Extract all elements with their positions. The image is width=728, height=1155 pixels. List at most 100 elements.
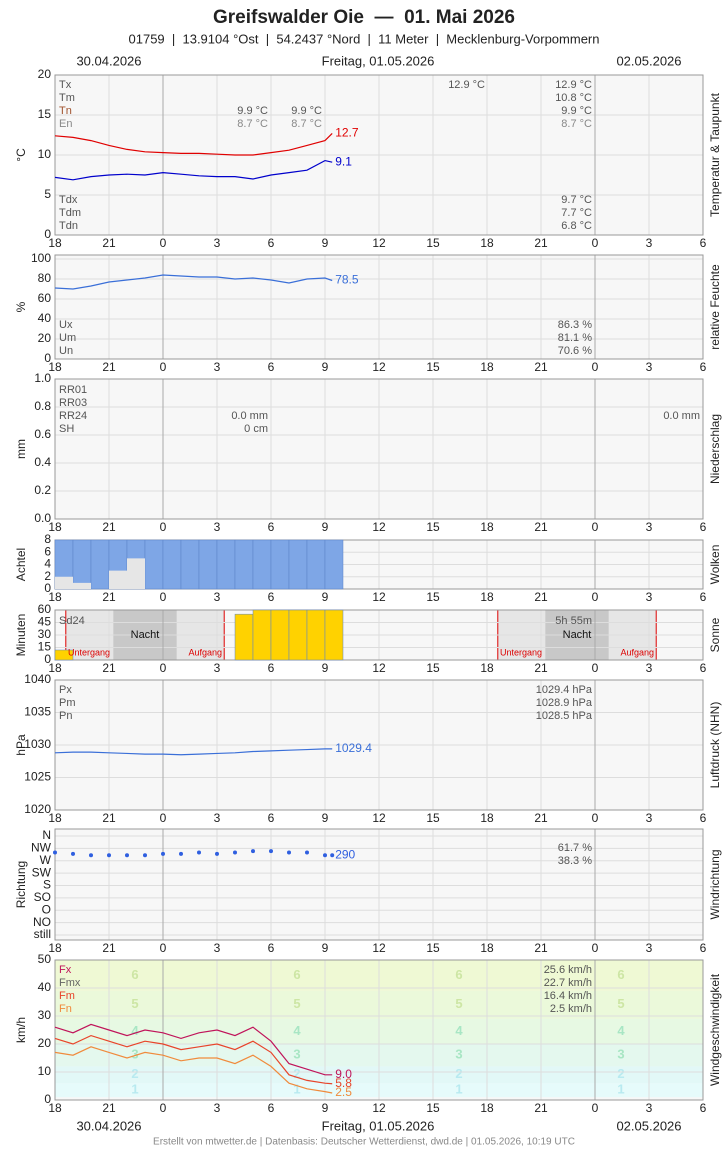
beaufort-label: 3 bbox=[455, 1047, 462, 1062]
x-tick-label: 0 bbox=[160, 590, 167, 604]
note: RR01 bbox=[59, 384, 87, 396]
note: Tdx bbox=[59, 194, 78, 206]
beaufort-label: 3 bbox=[293, 1047, 300, 1062]
point bbox=[269, 849, 273, 854]
note: Fmx bbox=[59, 977, 81, 989]
note: Um bbox=[59, 332, 76, 344]
y-tick-label: 0 bbox=[44, 1092, 51, 1106]
x-tick-label: 15 bbox=[426, 236, 440, 250]
note: Un bbox=[59, 345, 73, 357]
y-tick-label: 6 bbox=[44, 544, 51, 558]
y-tick-label: 15 bbox=[38, 640, 52, 654]
x-tick-label: 6 bbox=[700, 590, 707, 604]
plot-frame bbox=[54, 828, 704, 941]
note: 10.8 °C bbox=[555, 92, 592, 104]
x-tick-label: 12 bbox=[372, 811, 386, 825]
date: 30.04.2026 bbox=[76, 53, 141, 68]
x-tick-label: 3 bbox=[214, 941, 221, 955]
x-tick-label: 9 bbox=[322, 811, 329, 825]
note: 1028.5 hPa bbox=[536, 710, 593, 722]
note: Aufgang bbox=[188, 647, 222, 657]
x-tick-label: 9 bbox=[322, 941, 329, 955]
y-axis-label: % bbox=[14, 301, 28, 312]
plot-frame bbox=[54, 609, 704, 661]
x-tick-label: 6 bbox=[268, 590, 275, 604]
x-tick-label: 3 bbox=[646, 811, 653, 825]
y-tick-label: NO bbox=[33, 915, 51, 929]
side-label: Niederschlag bbox=[708, 414, 722, 484]
x-tick-label: 21 bbox=[534, 360, 548, 374]
x-tick-label: 6 bbox=[700, 360, 707, 374]
x-tick-label: 21 bbox=[534, 811, 548, 825]
x-tick-label: 6 bbox=[268, 236, 275, 250]
y-tick-label: 5 bbox=[44, 187, 51, 201]
value-label: 5.8 bbox=[335, 1076, 352, 1090]
bar bbox=[324, 539, 344, 590]
x-tick-label: 18 bbox=[48, 360, 62, 374]
y-tick-label: 10 bbox=[38, 1064, 52, 1078]
line bbox=[54, 1034, 333, 1085]
point bbox=[215, 851, 219, 856]
note: 9.7 °C bbox=[561, 194, 592, 206]
y-tick-label: O bbox=[42, 902, 51, 916]
x-tick-label: 0 bbox=[592, 360, 599, 374]
x-tick-label: 21 bbox=[534, 520, 548, 534]
bar bbox=[144, 539, 164, 590]
bar bbox=[288, 539, 308, 590]
x-tick-label: 0 bbox=[160, 236, 167, 250]
note: 16.4 km/h bbox=[544, 990, 592, 1002]
bar bbox=[216, 539, 236, 590]
y-tick-label: 4 bbox=[44, 557, 51, 571]
y-tick-label: 1025 bbox=[24, 770, 51, 784]
y-tick-label: 80 bbox=[38, 271, 52, 285]
y-tick-label: 20 bbox=[38, 331, 52, 345]
beaufort-label: 2 bbox=[617, 1066, 624, 1081]
y-tick-label: 10 bbox=[38, 147, 52, 161]
beaufort-label: 6 bbox=[617, 967, 624, 982]
note: Px bbox=[59, 684, 72, 696]
point bbox=[233, 850, 237, 855]
point bbox=[287, 850, 291, 855]
bar bbox=[54, 649, 74, 661]
note: Sd24 bbox=[59, 615, 85, 627]
x-tick-label: 21 bbox=[102, 360, 116, 374]
beaufort-label: 5 bbox=[617, 996, 624, 1011]
x-tick-label: 12 bbox=[372, 1101, 386, 1115]
x-tick-label: 12 bbox=[372, 590, 386, 604]
point bbox=[323, 853, 327, 858]
y-tick-label: 0.4 bbox=[34, 455, 51, 469]
x-tick-label: 3 bbox=[646, 1101, 653, 1115]
note: RR03 bbox=[59, 397, 87, 409]
note: 12.9 °C bbox=[448, 79, 485, 91]
bar bbox=[198, 539, 218, 590]
x-tick-label: 12 bbox=[372, 360, 386, 374]
x-tick-label: 0 bbox=[160, 941, 167, 955]
note: Ux bbox=[59, 319, 73, 331]
y-tick-label: 20 bbox=[38, 1036, 52, 1050]
value-label: 9.0 bbox=[335, 1067, 352, 1081]
y-tick-label: 60 bbox=[38, 291, 52, 305]
note: En bbox=[59, 118, 72, 130]
x-tick-label: 21 bbox=[102, 661, 116, 675]
note: 0.0 mm bbox=[663, 410, 700, 422]
y-tick-label: 1020 bbox=[24, 802, 51, 816]
y-tick-label: N bbox=[42, 828, 51, 842]
note: Nacht bbox=[131, 629, 160, 641]
point bbox=[197, 850, 201, 855]
x-tick-label: 21 bbox=[102, 236, 116, 250]
note: 9.9 °C bbox=[237, 105, 268, 117]
side-label: Temperatur & Taupunkt bbox=[708, 92, 722, 217]
beaufort-label: 4 bbox=[131, 1023, 139, 1038]
beaufort-label: 1 bbox=[455, 1082, 462, 1097]
x-tick-label: 15 bbox=[426, 360, 440, 374]
x-tick-label: 21 bbox=[102, 941, 116, 955]
x-tick-label: 6 bbox=[268, 360, 275, 374]
x-tick-label: 9 bbox=[322, 590, 329, 604]
x-tick-label: 18 bbox=[480, 1101, 494, 1115]
y-tick-label: 1.0 bbox=[34, 371, 51, 385]
x-tick-label: 3 bbox=[214, 590, 221, 604]
note: 70.6 % bbox=[558, 345, 592, 357]
note: 86.3 % bbox=[558, 319, 592, 331]
x-tick-label: 21 bbox=[534, 941, 548, 955]
point bbox=[53, 850, 57, 855]
